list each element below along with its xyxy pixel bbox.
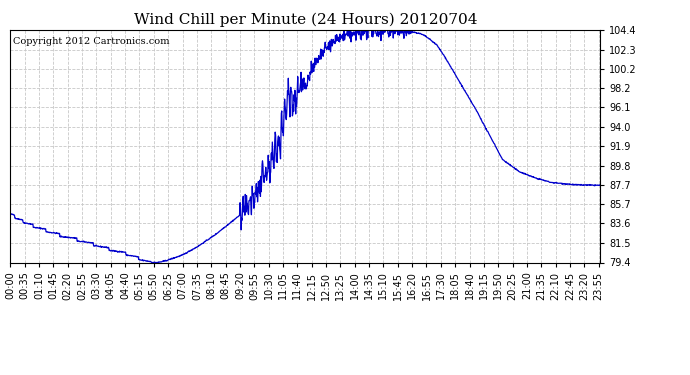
Title: Wind Chill per Minute (24 Hours) 20120704: Wind Chill per Minute (24 Hours) 2012070…	[134, 13, 477, 27]
Text: Copyright 2012 Cartronics.com: Copyright 2012 Cartronics.com	[13, 37, 170, 46]
